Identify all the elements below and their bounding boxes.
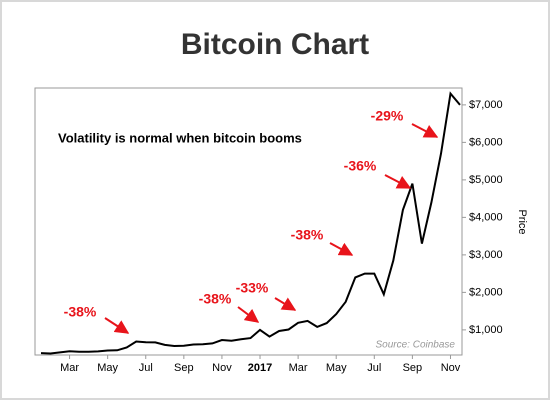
x-tick-label: Jul <box>139 362 153 374</box>
plot-area <box>34 87 463 356</box>
annotation: -38% <box>199 291 232 307</box>
x-tick-label: 2017 <box>248 362 272 374</box>
subtitle: Volatility is normal when bitcoin booms <box>58 130 302 145</box>
x-tick-label: Mar <box>289 362 308 374</box>
x-tick-label: Sep <box>174 362 194 374</box>
y-tick-label: $5,000 <box>469 174 503 186</box>
annotation-arrow <box>274 297 297 311</box>
x-tick-label: Jul <box>367 362 381 374</box>
x-tick-label: May <box>326 362 347 374</box>
annotation: -36% <box>344 158 377 174</box>
annotation-arrow <box>384 174 412 189</box>
source: Source: Coinbase <box>376 340 456 351</box>
annotation-arrow <box>237 306 260 323</box>
y-tick-label: $1,000 <box>469 324 503 336</box>
annotation-arrow <box>104 317 130 334</box>
x-tick-label: Mar <box>60 362 79 374</box>
y-tick-label: $7,000 <box>469 99 503 111</box>
annotation: -33% <box>236 280 269 296</box>
annotation-arrow <box>411 123 439 138</box>
x-tick-label: Sep <box>403 362 423 374</box>
x-tick-label: May <box>97 362 118 374</box>
x-tick-label: Nov <box>441 362 461 374</box>
chart-title: Bitcoin Chart <box>181 28 369 61</box>
y-tick-label: $2,000 <box>469 286 503 298</box>
y-tick-label: $3,000 <box>469 249 503 261</box>
y-tick-label: $6,000 <box>469 136 503 148</box>
price-line <box>40 91 461 355</box>
annotation-arrow <box>329 242 354 256</box>
x-tick-label: Nov <box>212 362 232 374</box>
y-axis-label: Price <box>516 209 528 234</box>
annotation: -29% <box>371 108 404 124</box>
annotation: -38% <box>291 227 324 243</box>
y-tick-label: $4,000 <box>469 211 503 223</box>
annotation: -38% <box>64 304 97 320</box>
